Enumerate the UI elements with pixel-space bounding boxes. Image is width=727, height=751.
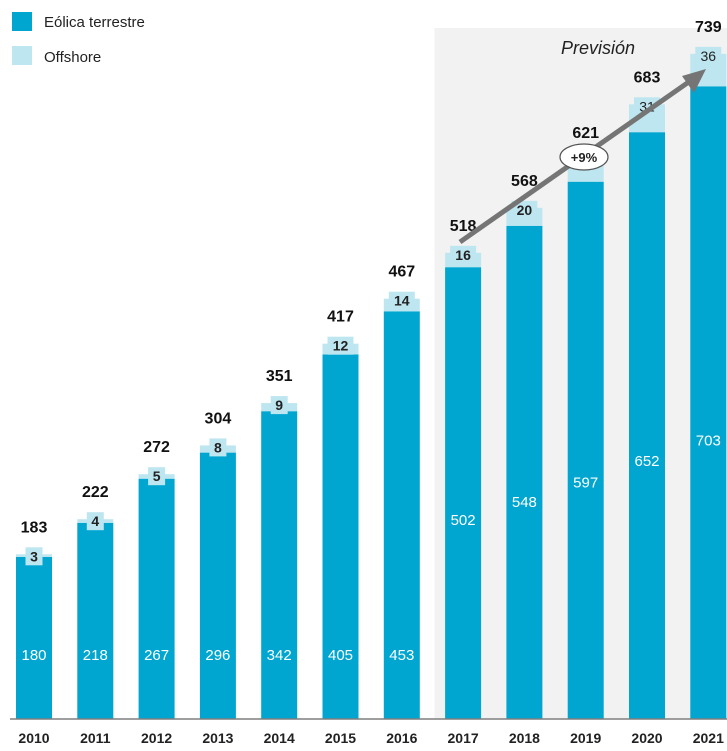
label-onshore: 548 <box>512 494 537 511</box>
legend-label-offshore: Offshore <box>44 49 101 66</box>
x-tick-label: 2013 <box>202 730 233 746</box>
offshore-label-box <box>634 97 660 116</box>
bar-onshore <box>690 86 727 720</box>
label-onshore: 180 <box>21 647 46 664</box>
x-axis-ticks: 2010 2011 2012 2013 2014 2015 2016 2017 2018 2019… <box>18 730 724 746</box>
x-tick-label: 2011 <box>80 730 111 746</box>
label-offshore: 8 <box>214 439 222 455</box>
legend-swatch-offshore <box>12 46 32 65</box>
label-onshore: 652 <box>634 453 659 470</box>
offshore-label-box <box>695 46 722 65</box>
label-offshore: 4 <box>91 513 99 529</box>
label-offshore: 14 <box>394 293 410 309</box>
forecast-label: Previsión <box>561 38 635 58</box>
offshore-label-box <box>270 396 288 415</box>
label-onshore: 453 <box>389 647 414 664</box>
x-tick-label: 2014 <box>264 730 295 746</box>
label-onshore: 267 <box>144 647 169 664</box>
offshore-label-box <box>86 512 104 531</box>
bar-onshore <box>77 522 114 719</box>
label-onshore: 597 <box>573 475 598 492</box>
label-total: 683 <box>634 69 661 86</box>
x-tick-label: 2018 <box>509 730 540 746</box>
label-onshore: 502 <box>451 512 476 529</box>
bar-onshore <box>16 557 52 719</box>
legend: Eólica terrestre Offshore <box>12 12 145 66</box>
bar-onshore <box>199 452 236 719</box>
legend-label-onshore: Eólica terrestre <box>44 14 145 31</box>
label-offshore: 16 <box>455 247 471 263</box>
label-total: 304 <box>205 410 232 427</box>
label-offshore: 12 <box>333 338 349 354</box>
growth-arrow: +9% <box>458 69 706 245</box>
label-onshore: 342 <box>267 647 292 664</box>
label-offshore: 9 <box>275 397 283 413</box>
label-onshore: 296 <box>205 647 230 664</box>
x-tick-label: 2019 <box>570 730 601 746</box>
label-offshore: 36 <box>701 48 717 64</box>
label-total: 222 <box>82 484 109 501</box>
bar-onshore <box>261 411 298 719</box>
bar-onshore <box>138 478 175 719</box>
label-offshore: 3 <box>30 548 38 564</box>
offshore-label-box <box>327 336 354 355</box>
growth-label: +9% <box>571 150 598 165</box>
growth-arrow-head <box>682 69 706 93</box>
x-tick-label: 2020 <box>631 730 662 746</box>
x-tick-label: 2010 <box>18 730 49 746</box>
data-labels: 180 3 183 218 4 222 267 5 272 296 8 304 342 9 351 405 12… <box>21 19 722 664</box>
label-total: 272 <box>143 439 170 456</box>
label-total: 351 <box>266 368 293 385</box>
x-tick-label: 2017 <box>448 730 479 746</box>
bar-onshore <box>445 267 482 719</box>
label-offshore: 20 <box>517 202 533 218</box>
x-tick-label: 2015 <box>325 730 356 746</box>
label-total: 518 <box>450 218 477 235</box>
x-tick-label: 2012 <box>141 730 172 746</box>
label-onshore: 405 <box>328 647 353 664</box>
bar-onshore <box>629 132 665 719</box>
label-onshore: 218 <box>83 647 108 664</box>
bar-onshore <box>567 181 604 719</box>
offshore-label-box <box>25 547 43 566</box>
label-onshore: 703 <box>696 433 721 450</box>
offshore-label-box <box>450 245 477 264</box>
label-total: 467 <box>388 264 415 281</box>
label-offshore: 5 <box>153 468 161 484</box>
offshore-label-box <box>209 438 227 457</box>
label-total: 739 <box>695 19 722 36</box>
legend-swatch-onshore <box>12 12 32 31</box>
offshore-label-box <box>148 467 166 486</box>
label-total: 417 <box>327 309 354 326</box>
bar-onshore <box>383 311 420 719</box>
offshore-label-box <box>388 291 415 310</box>
x-tick-label: 2016 <box>386 730 417 746</box>
bar-onshore <box>322 354 359 719</box>
growth-badge <box>559 143 609 171</box>
bar-onshore <box>506 225 543 720</box>
label-total: 183 <box>21 519 48 536</box>
x-tick-label: 2021 <box>693 730 724 746</box>
label-total: 621 <box>572 125 599 142</box>
label-total: 568 <box>511 173 538 190</box>
offshore-label-box <box>511 200 538 219</box>
